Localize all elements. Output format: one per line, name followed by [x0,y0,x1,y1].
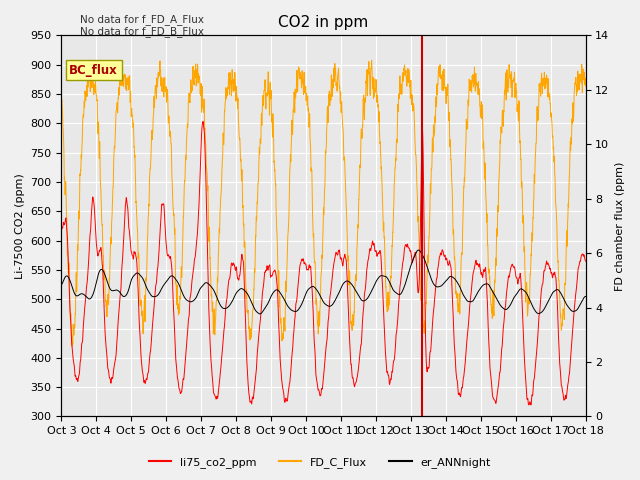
Text: BC_flux: BC_flux [69,64,118,77]
Text: No data for f_FD_A_Flux: No data for f_FD_A_Flux [80,13,204,24]
Text: No data for f_FD_B_Flux: No data for f_FD_B_Flux [80,25,204,36]
Y-axis label: FD chamber flux (ppm): FD chamber flux (ppm) [615,161,625,290]
Title: CO2 in ppm: CO2 in ppm [278,15,369,30]
Legend: li75_co2_ppm, FD_C_Flux, er_ANNnight: li75_co2_ppm, FD_C_Flux, er_ANNnight [145,452,495,472]
Y-axis label: Li-7500 CO2 (ppm): Li-7500 CO2 (ppm) [15,173,25,279]
